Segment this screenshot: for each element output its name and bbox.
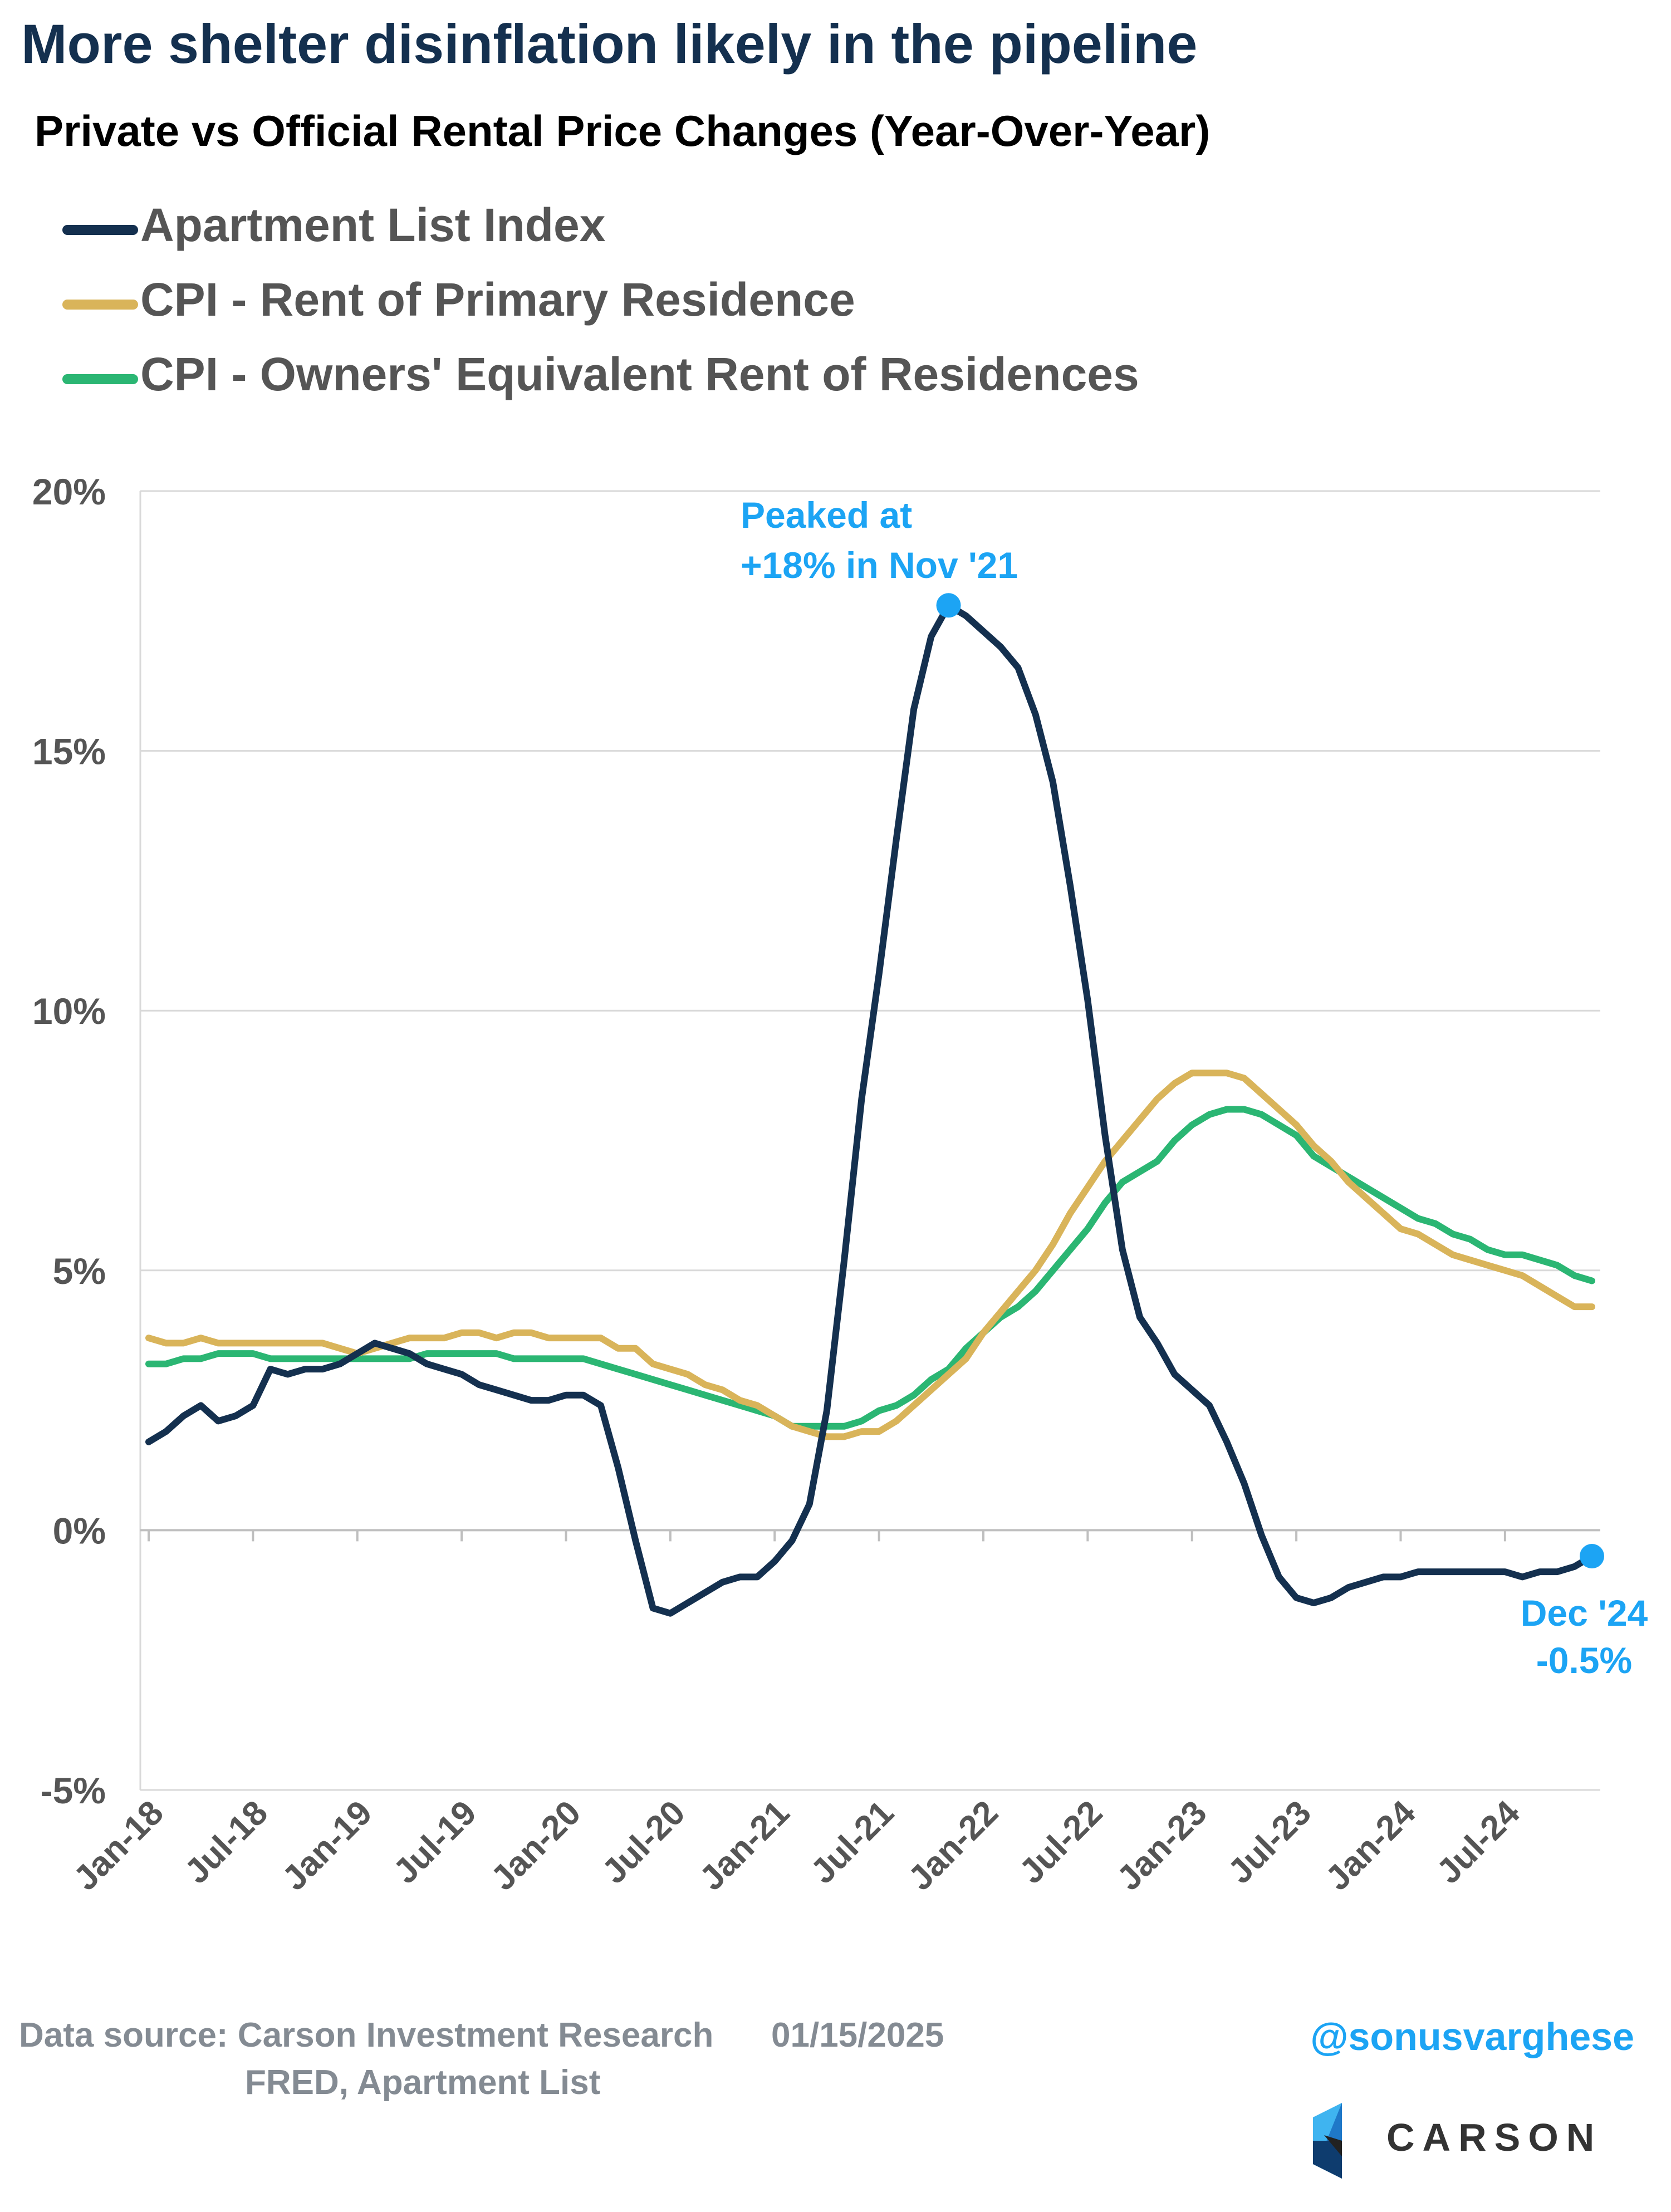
data-source-line2: FRED, Apartment List bbox=[245, 2063, 601, 2102]
x-tick-label: Jan-19 bbox=[275, 1793, 380, 1898]
x-tick-label: Jan-24 bbox=[1319, 1793, 1423, 1898]
line-chart: -5% 0% 5% 10% 15% 20% Jan-18 Jul-18 Jan-19 Jul-1… bbox=[32, 471, 1648, 1898]
latest-annotation-line2: -0.5% bbox=[1536, 1640, 1632, 1681]
x-tick-label: Jul-20 bbox=[595, 1793, 693, 1891]
chart-subtitle: Private vs Official Rental Price Changes… bbox=[35, 106, 1211, 155]
x-tick-label: Jul-22 bbox=[1012, 1793, 1110, 1891]
y-tick-label: 0% bbox=[53, 1510, 106, 1551]
annotation-marks bbox=[936, 593, 1604, 1569]
legend-label-cpi-oer: CPI - Owners' Equivalent Rent of Residen… bbox=[140, 348, 1139, 400]
latest-point-marker bbox=[1580, 1544, 1604, 1569]
peak-point-marker bbox=[936, 593, 961, 618]
series-lines bbox=[145, 602, 1595, 1617]
legend: Apartment List Index CPI - Rent of Prima… bbox=[62, 196, 1287, 420]
chart-title: More shelter disinflation likely in the … bbox=[21, 13, 1198, 75]
latest-annotation-line1: Dec '24 bbox=[1521, 1592, 1648, 1634]
y-tick-label: 10% bbox=[32, 990, 106, 1032]
legend-item-cpi-oer: CPI - Owners' Equivalent Rent of Residen… bbox=[62, 345, 1287, 420]
peak-annotation-line1: Peaked at bbox=[741, 494, 912, 536]
data-source: Data source: Carson Investment Research bbox=[19, 2016, 714, 2054]
x-tick-label: Jan-20 bbox=[484, 1793, 589, 1898]
y-tick-label: -5% bbox=[41, 1770, 106, 1811]
x-tick-label: Jul-21 bbox=[803, 1793, 901, 1891]
y-tick-label: 20% bbox=[32, 471, 106, 512]
x-tick-label: Jan-23 bbox=[1110, 1793, 1214, 1898]
legend-swatch-cpi-rent bbox=[62, 300, 138, 310]
legend-item-apartment-list: Apartment List Index bbox=[62, 196, 1287, 271]
y-tick-label: 15% bbox=[32, 731, 106, 772]
x-tick-label: Jul-19 bbox=[386, 1793, 484, 1891]
legend-label-apartment-list: Apartment List Index bbox=[140, 199, 606, 251]
x-tick-label: Jan-21 bbox=[692, 1793, 797, 1898]
series-line-apartment-list bbox=[145, 602, 1595, 1617]
source-date: 01/15/2025 bbox=[771, 2016, 944, 2054]
y-axis: -5% 0% 5% 10% 15% 20% bbox=[32, 471, 106, 1811]
series-line-cpi-rent bbox=[145, 1070, 1595, 1440]
legend-item-cpi-rent: CPI - Rent of Primary Residence bbox=[62, 271, 1287, 345]
legend-swatch-apartment-list bbox=[62, 225, 138, 235]
legend-swatch-cpi-oer bbox=[62, 374, 138, 384]
legend-label-cpi-rent: CPI - Rent of Primary Residence bbox=[140, 273, 855, 326]
x-tick-label: Jul-18 bbox=[178, 1793, 276, 1891]
carson-logo: CARSON bbox=[1307, 2096, 1636, 2185]
twitter-handle: @sonusvarghese bbox=[1310, 2015, 1634, 2058]
x-tick-label: Jan-22 bbox=[901, 1793, 1006, 1898]
carson-logo-text: CARSON bbox=[1386, 2116, 1603, 2159]
y-tick-label: 5% bbox=[53, 1250, 106, 1292]
series-line-cpi-oer bbox=[145, 1106, 1595, 1430]
peak-annotation-line2: +18% in Nov '21 bbox=[741, 545, 1018, 586]
x-axis: Jan-18 Jul-18 Jan-19 Jul-19 Jan-20 Jul-20 Jan-… bbox=[66, 1529, 1600, 1898]
x-tick-label: Jul-23 bbox=[1221, 1793, 1319, 1891]
carson-logo-icon bbox=[1313, 2103, 1342, 2179]
grid-lines bbox=[139, 490, 1600, 1791]
x-tick-label: Jul-24 bbox=[1429, 1793, 1527, 1891]
